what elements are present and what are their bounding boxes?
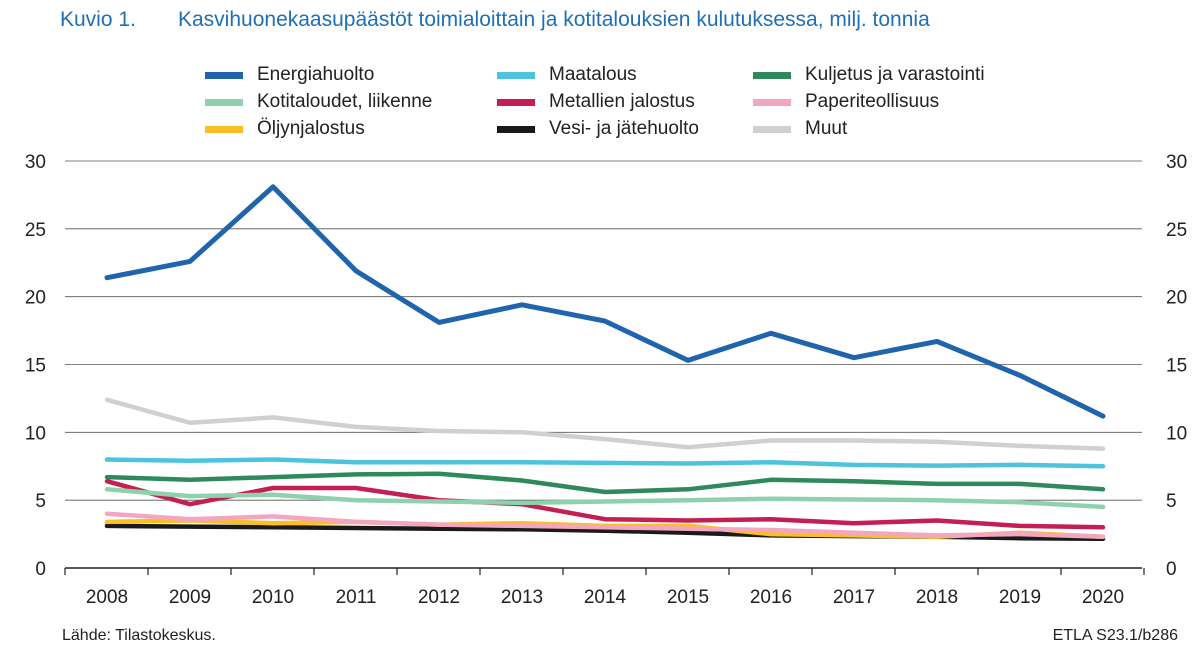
- series-line-kuljetus-ja-varastointi: [104, 471, 1106, 495]
- legend-item: Energiahuolto: [205, 64, 374, 86]
- legend-item: Metallien jalostus: [497, 91, 695, 113]
- x-tick-label: 2017: [833, 587, 875, 608]
- source-note: Lähde: Tilastokeskus.: [62, 627, 216, 644]
- figure-code: ETLA S23.1/b286: [1052, 627, 1178, 644]
- y-tick-label-left: 5: [35, 491, 46, 512]
- legend-label: Maatalous: [549, 64, 637, 85]
- legend-swatch: [753, 125, 791, 133]
- y-tick-label-left: 30: [25, 152, 46, 173]
- legend-swatch: [753, 71, 791, 79]
- x-tick-label: 2011: [336, 587, 377, 608]
- legend-item: Paperiteollisuus: [753, 91, 939, 113]
- legend-swatch: [497, 125, 535, 133]
- legend-item: Maatalous: [497, 64, 637, 86]
- series-line-maatalous: [104, 457, 1106, 469]
- legend-item: Muut: [753, 118, 847, 140]
- series-line-paperiteollisuus: [104, 511, 1106, 540]
- y-tick-label-right: 25: [1166, 220, 1187, 241]
- x-tick-label: 2015: [667, 587, 709, 608]
- y-tick-label-left: 0: [35, 559, 46, 580]
- legend-label: Energiahuolto: [257, 64, 375, 85]
- legend-label: Öljynjalostus: [257, 118, 365, 139]
- x-tick-label: 2013: [501, 587, 543, 608]
- legend-swatch: [753, 98, 791, 106]
- y-tick-label-left: 25: [25, 220, 46, 241]
- series-line-metallien-jalostus: [104, 478, 1106, 530]
- y-tick-label-right: 10: [1166, 423, 1187, 444]
- legend-label: Vesi- ja jätehuolto: [549, 118, 699, 139]
- y-tick-label-right: 20: [1166, 288, 1187, 309]
- x-tick-label: 2020: [1082, 587, 1124, 608]
- figure-label: Kuvio 1.: [60, 8, 136, 31]
- legend-label: Metallien jalostus: [549, 91, 695, 112]
- legend-item: Öljynjalostus: [205, 118, 365, 140]
- chart-title: Kuvio 1. Kasvihuonekaasupäästöt toimialoi…: [60, 8, 930, 32]
- legend-item: Vesi- ja jätehuolto: [497, 118, 699, 140]
- legend-label: Kotitaloudet, liikenne: [257, 91, 433, 112]
- x-tick-label: 2009: [169, 587, 211, 608]
- legend-swatch: [497, 98, 535, 106]
- x-tick-label: 2014: [584, 587, 627, 608]
- y-tick-label-right: 15: [1166, 356, 1187, 377]
- legend-label: Muut: [805, 118, 848, 139]
- y-tick-label-left: 10: [25, 423, 46, 444]
- y-tick-label-left: 20: [25, 288, 46, 309]
- y-tick-label-right: 5: [1166, 491, 1177, 512]
- series-line-kotitaloudet-liikenne: [104, 487, 1106, 510]
- x-tick-label: 2008: [86, 587, 128, 608]
- y-tick-label-right: 30: [1166, 152, 1187, 173]
- x-tick-label: 2010: [252, 587, 294, 608]
- legend-swatch: [205, 98, 243, 106]
- x-tick-label: 2019: [999, 587, 1041, 608]
- legend-swatch: [205, 71, 243, 79]
- series-line-energiahuolto: [104, 184, 1106, 419]
- legend-label: Paperiteollisuus: [805, 91, 940, 112]
- x-tick-label: 2012: [418, 587, 460, 608]
- x-tick-label: 2016: [750, 587, 792, 608]
- series-line-muut: [104, 397, 1106, 451]
- y-tick-label-right: 0: [1166, 559, 1177, 580]
- legend-label: Kuljetus ja varastointi: [805, 64, 985, 85]
- legend-swatch: [497, 71, 535, 79]
- legend-item: Kotitaloudet, liikenne: [205, 91, 432, 113]
- x-tick-label: 2018: [916, 587, 958, 608]
- legend-swatch: [205, 125, 243, 133]
- title-text: Kasvihuonekaasupäästöt toimialoittain ja…: [178, 8, 930, 31]
- y-tick-label-left: 15: [25, 356, 46, 377]
- legend-item: Kuljetus ja varastointi: [753, 64, 985, 86]
